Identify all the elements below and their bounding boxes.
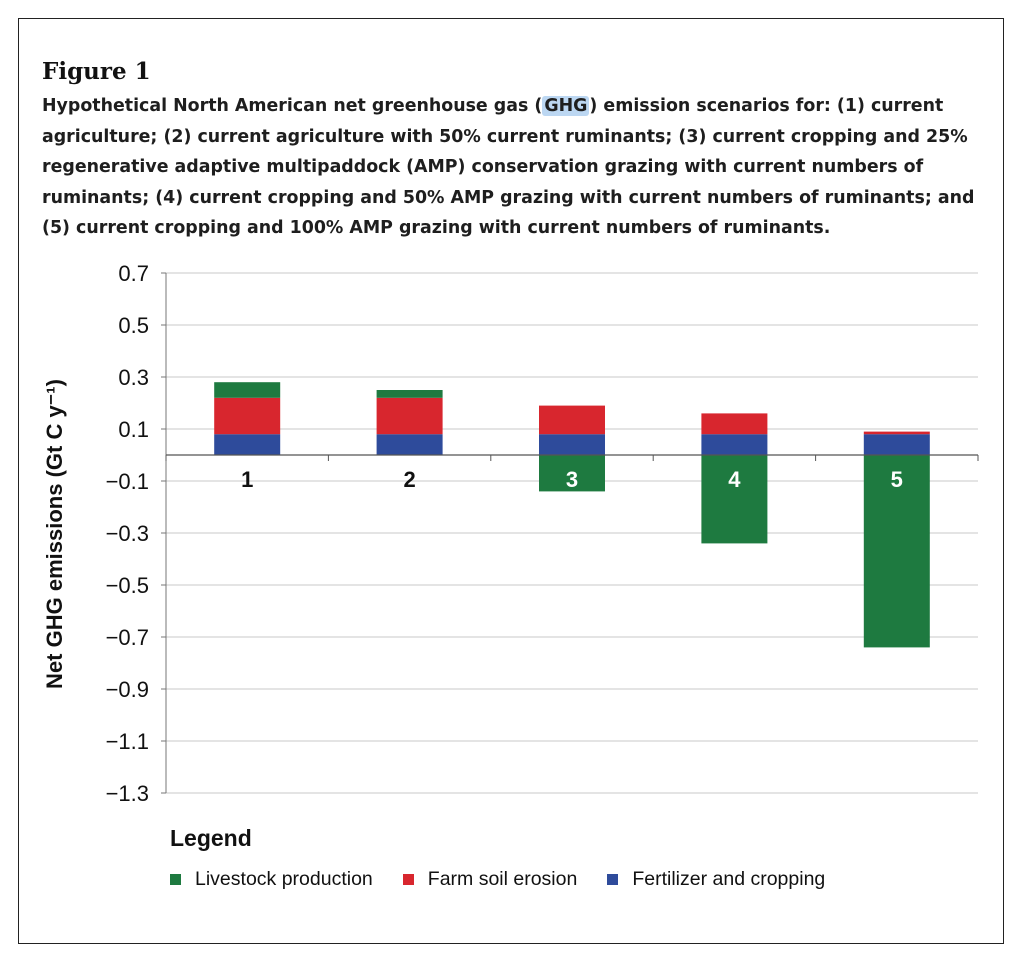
y-tick-label: −0.9 — [106, 677, 149, 702]
legend-swatch-fertilizer — [607, 874, 619, 885]
category-label: 3 — [566, 467, 578, 492]
bar-segment — [214, 434, 281, 455]
legend-item-fertilizer: Fertilizer and cropping — [607, 868, 825, 891]
y-tick-label: 0.1 — [118, 417, 149, 442]
category-labels: 1 2 3 4 5 — [241, 467, 903, 492]
figure-caption: Hypothetical North American net greenhou… — [42, 91, 982, 244]
y-tick-label: −0.7 — [106, 625, 149, 650]
legend: Livestock production Farm soil erosion F… — [170, 868, 855, 891]
figure-label: Figure 1 — [42, 58, 151, 85]
legend-item-livestock: Livestock production — [170, 868, 373, 891]
y-tick-label: −0.5 — [106, 573, 149, 598]
caption-highlight: GHG — [542, 96, 590, 116]
bar-segment — [863, 434, 930, 455]
y-tick-labels: 0.7 0.5 0.3 0.1 −0.1 −0.3 −0.5 −0.7 −0.9 −1.1 −1.3 — [106, 261, 149, 806]
bar-segment — [376, 434, 443, 455]
y-tick-label: −0.1 — [106, 469, 149, 494]
y-tick-label: −0.3 — [106, 521, 149, 546]
y-tick-label: 0.3 — [118, 365, 149, 390]
y-tick-label: 0.5 — [118, 313, 149, 338]
legend-swatch-erosion — [402, 874, 414, 885]
category-label: 4 — [728, 467, 741, 492]
y-tick-label: −1.3 — [106, 781, 149, 806]
grid-lines — [166, 272, 978, 794]
chart-canvas: 0.7 0.5 0.3 0.1 −0.1 −0.3 −0.5 −0.7 −0.9 −1.1 −1.3… — [42, 261, 979, 806]
category-label: 5 — [891, 467, 903, 492]
bar-segment — [863, 455, 930, 648]
legend-label-livestock: Livestock production — [195, 868, 373, 890]
bar-segment — [701, 434, 768, 455]
bar-segment — [701, 455, 768, 544]
y-tick-label: 0.7 — [118, 261, 149, 286]
legend-label-fertilizer: Fertilizer and cropping — [632, 868, 826, 890]
category-label: 2 — [403, 467, 415, 492]
bar-segment — [539, 405, 605, 435]
bar-segment — [376, 390, 443, 398]
y-axis-label: Net GHG emissions (Gt C y⁻¹) — [42, 379, 67, 689]
caption-text-start: Hypothetical North American net greenhou… — [42, 96, 543, 116]
bar-segment — [214, 397, 281, 435]
bar-group — [214, 382, 930, 648]
category-label: 1 — [241, 467, 253, 492]
axes — [161, 272, 979, 794]
figure-frame — [18, 18, 1004, 944]
legend-label-erosion: Farm soil erosion — [427, 868, 578, 890]
bar-segment — [539, 434, 605, 455]
legend-swatch-livestock — [170, 874, 181, 885]
bar-segment — [863, 431, 930, 435]
bar-segment — [539, 455, 605, 492]
legend-item-erosion: Farm soil erosion — [402, 868, 578, 891]
legend-title: Legend — [170, 825, 252, 851]
bar-segment — [214, 382, 281, 398]
bar-segment — [701, 413, 768, 435]
y-tick-label: −1.1 — [106, 729, 149, 754]
caption-text-end: ) emission scenarios for: (1) current ag… — [42, 96, 975, 238]
bar-segment — [376, 397, 443, 435]
